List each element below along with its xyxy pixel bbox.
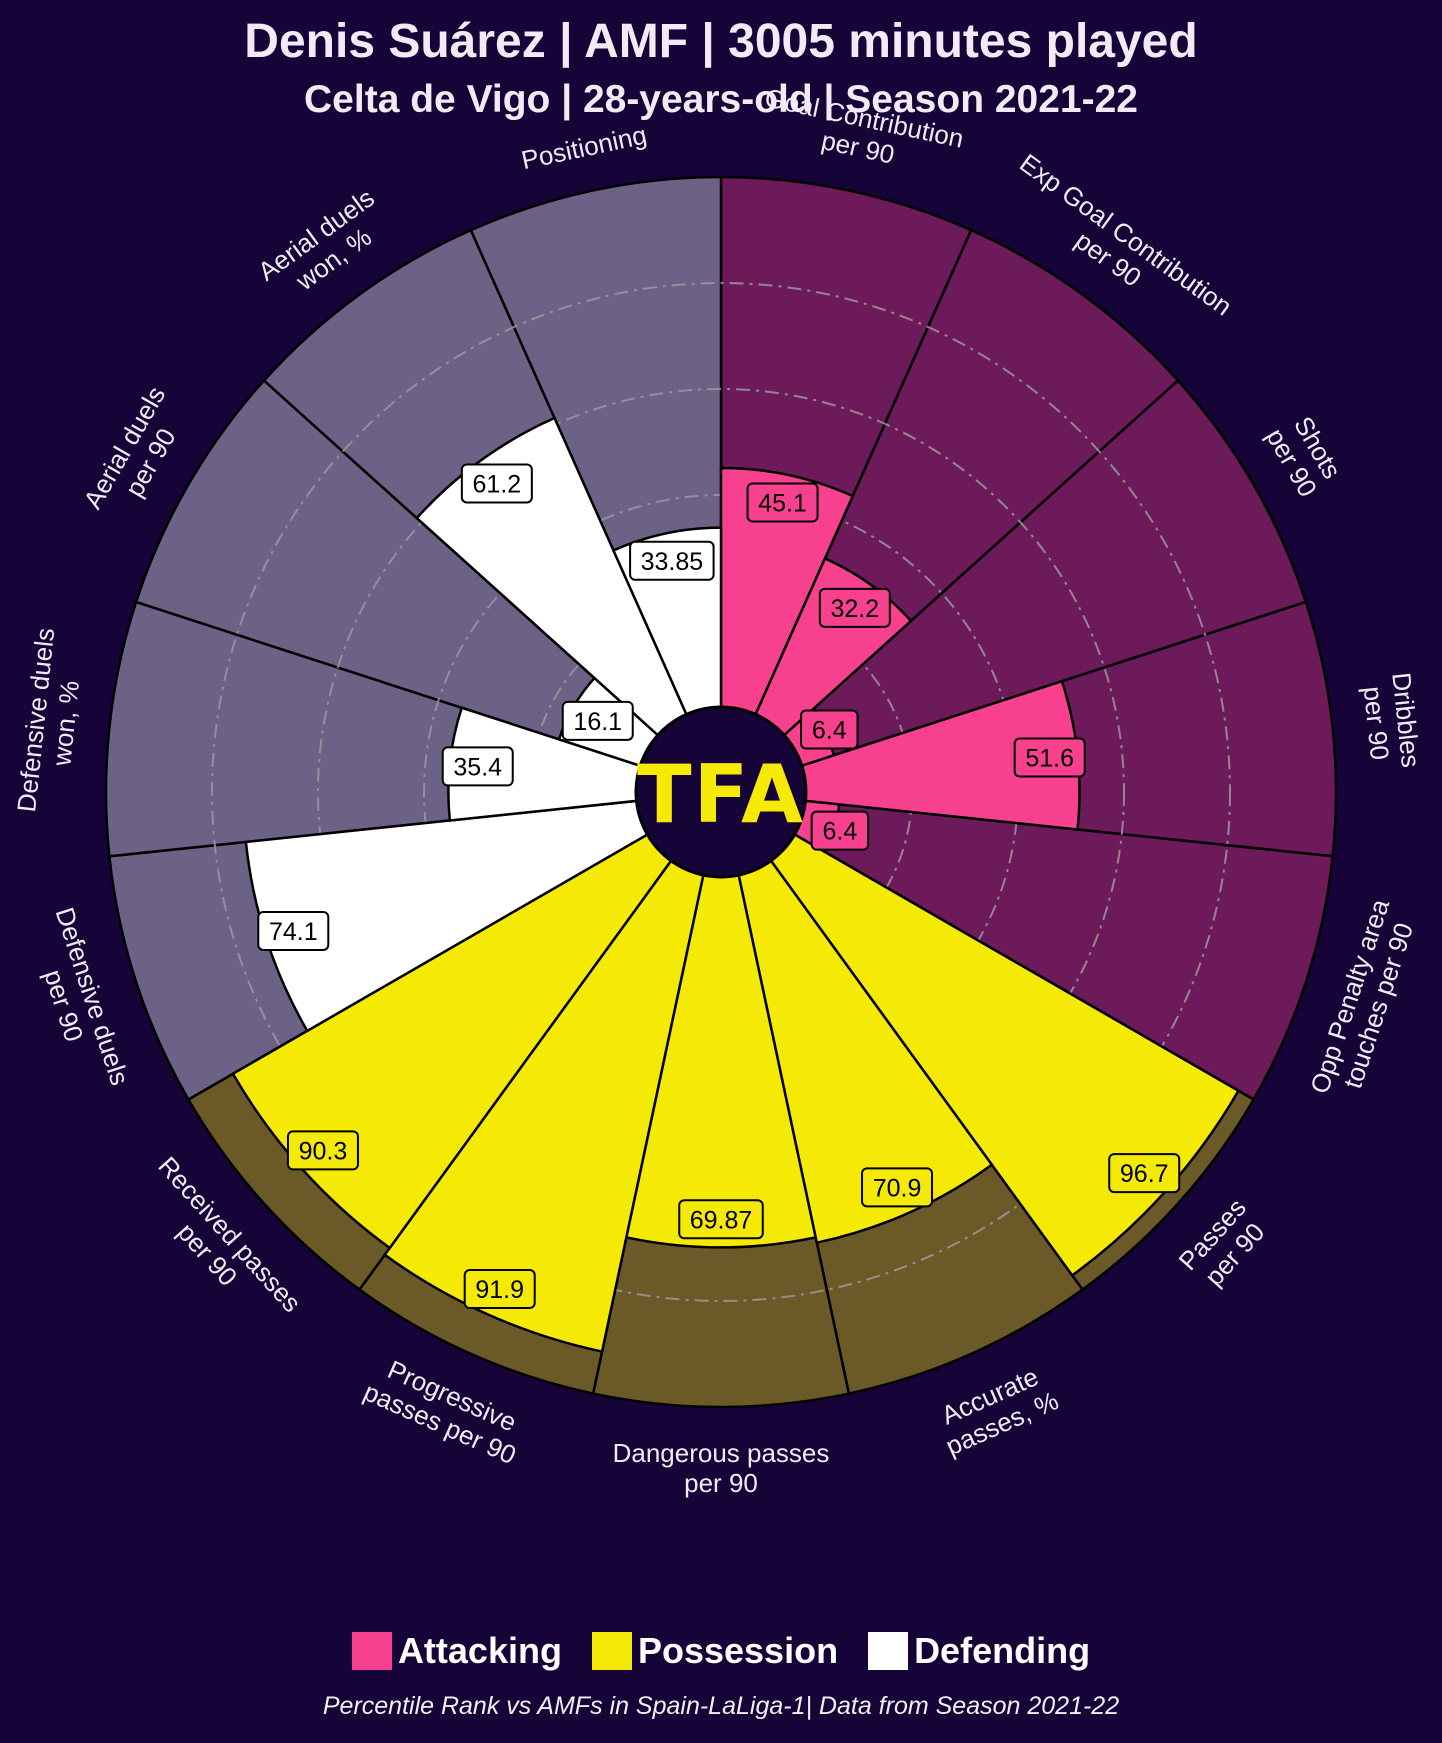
value-label-box-5 <box>1108 1153 1181 1194</box>
value-label-text-0: 45.1 <box>758 489 807 517</box>
param-label-line-3-1: per 90 <box>1358 685 1396 761</box>
legend-item-possession: Possession <box>591 1630 839 1672</box>
value-labels: 45.1 32.2 6.4 51.6 6.4 96.7 70.9 69.87 91.9 90.3 7… <box>257 463 1181 1310</box>
value-label-12: 16.1 <box>561 700 634 741</box>
value-label-0: 45.1 <box>746 482 819 523</box>
legend-label-possession: Possession <box>637 1630 839 1671</box>
value-label-4: 6.4 <box>810 810 870 851</box>
chart-title: Denis Suárez | AMF | 3005 minutes played <box>244 15 1198 68</box>
value-label-text-9: 90.3 <box>299 1137 348 1165</box>
value-label-box-12 <box>561 700 634 741</box>
value-label-14: 33.85 <box>629 540 715 581</box>
value-label-13: 61.2 <box>460 463 533 504</box>
value-label-7: 69.87 <box>678 1199 764 1240</box>
value-label-box-9 <box>286 1130 359 1171</box>
pizza-chart: 45.1 32.2 6.4 51.6 6.4 96.7 70.9 69.87 91.9 90.3 7… <box>11 82 1427 1498</box>
value-label-box-11 <box>441 746 514 787</box>
value-label-text-7: 69.87 <box>690 1206 753 1234</box>
value-label-text-5: 96.7 <box>1120 1160 1169 1188</box>
value-label-box-3 <box>1013 737 1086 778</box>
value-label-box-13 <box>460 463 533 504</box>
value-label-box-0 <box>746 482 819 523</box>
chart-subtitle: Celta de Vigo | 28-years-old | Season 20… <box>304 78 1138 121</box>
legend-item-defending: Defending <box>868 1630 1090 1672</box>
param-label-line-7-0: Dangerous passes <box>613 1438 830 1468</box>
value-label-11: 35.4 <box>441 746 514 787</box>
value-label-text-8: 91.9 <box>475 1276 524 1304</box>
value-label-text-11: 35.4 <box>453 753 502 781</box>
value-label-box-4 <box>810 810 870 851</box>
value-label-3: 51.6 <box>1013 737 1086 778</box>
value-label-box-7 <box>678 1199 764 1240</box>
value-label-10: 74.1 <box>257 910 330 951</box>
legend-label-defending: Defending <box>914 1630 1091 1671</box>
value-label-box-10 <box>257 910 330 951</box>
gridline-3 <box>211 282 1231 1302</box>
center-circle <box>634 705 808 879</box>
value-label-text-14: 33.85 <box>641 548 704 576</box>
gridline-2 <box>317 388 1125 1196</box>
legend: Attacking Possession Defending <box>0 1630 1442 1672</box>
legend-swatch-attacking <box>351 1632 392 1670</box>
value-label-text-2: 6.4 <box>812 717 847 745</box>
legend-swatch-defending <box>868 1632 909 1670</box>
logo-text: TFA <box>637 748 805 841</box>
value-label-text-13: 61.2 <box>473 470 522 498</box>
legend-label-attacking: Attacking <box>397 1630 562 1671</box>
value-label-box-2 <box>800 709 859 750</box>
value-label-text-4: 6.4 <box>822 818 857 846</box>
footer-note: Percentile Rank vs AMFs in Spain-LaLiga-… <box>322 1692 1120 1720</box>
param-label-line-14-0: Positioning <box>519 120 650 176</box>
value-label-box-6 <box>861 1167 934 1208</box>
value-label-8: 91.9 <box>463 1269 536 1310</box>
value-label-1: 32.2 <box>818 587 891 628</box>
value-label-5: 96.7 <box>1108 1153 1181 1194</box>
value-label-text-3: 51.6 <box>1025 744 1074 772</box>
value-label-text-6: 70.9 <box>873 1174 922 1202</box>
value-label-text-12: 16.1 <box>573 708 622 736</box>
value-label-box-14 <box>629 540 715 581</box>
param-label-14: Positioning <box>519 120 650 176</box>
value-label-2: 6.4 <box>800 709 859 750</box>
value-label-6: 70.9 <box>861 1167 934 1208</box>
value-label-9: 90.3 <box>286 1130 359 1171</box>
legend-item-attacking: Attacking <box>351 1630 562 1672</box>
value-label-box-8 <box>463 1269 536 1310</box>
value-label-text-10: 74.1 <box>269 918 318 946</box>
value-label-text-1: 32.2 <box>830 595 879 623</box>
tfa-logo: TFA <box>634 705 808 879</box>
value-label-box-1 <box>818 587 891 628</box>
legend-swatch-possession <box>591 1632 632 1670</box>
param-label-line-7-1: per 90 <box>684 1468 758 1498</box>
